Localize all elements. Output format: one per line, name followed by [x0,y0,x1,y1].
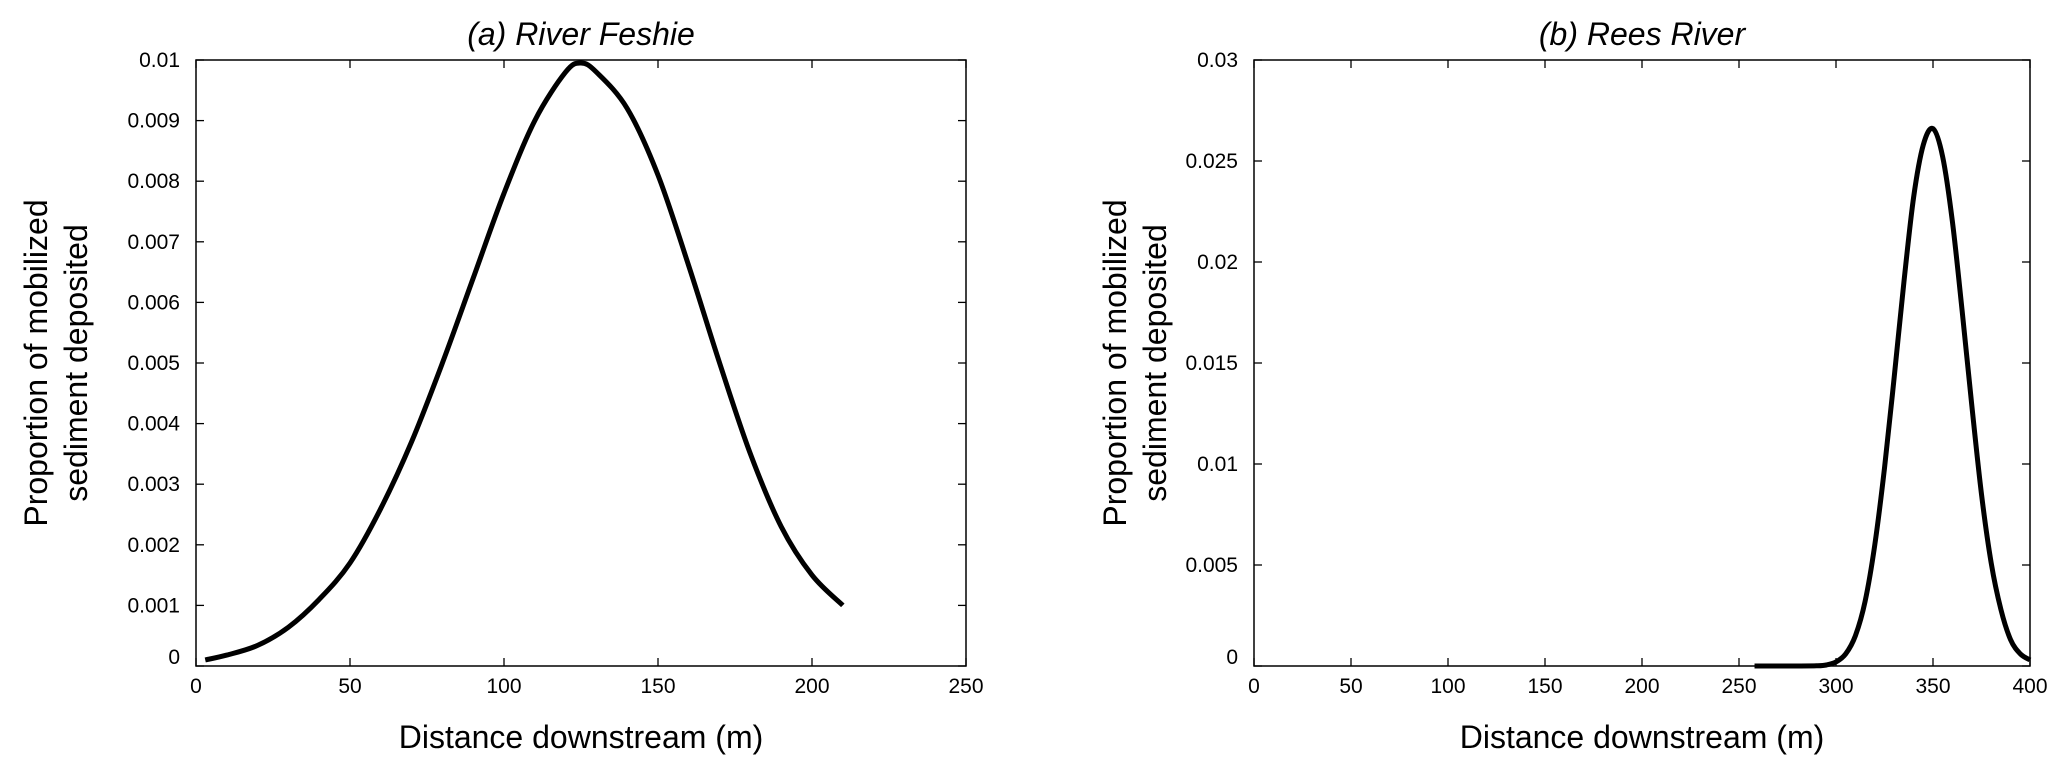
y-tick-label: 0.01 [139,49,180,72]
y-tick-label: 0.01 [1197,453,1238,476]
y-tick-label: 0.001 [127,594,180,617]
y-tick-label: 0.005 [127,352,180,375]
x-tick-label: 0 [1248,675,1260,698]
series-line-b [1754,125,2032,669]
x-tick-label: 50 [338,675,361,698]
panel-a: (a) River Feshie Distance downstream (m)… [18,16,984,755]
y-axis-title-a-line2: sediment deposited [58,224,94,502]
x-tick-label: 200 [1624,675,1659,698]
y-tick-label: 0 [1226,646,1238,669]
axis-ticks-a: 0 50 100 150 200 250 0 0.001 0.002 0.003 0.004 0.00… [127,49,983,698]
x-axis-title-a: Distance downstream (m) [399,719,764,755]
x-tick-label: 350 [1915,675,1950,698]
y-axis-title-b-line2: sediment deposited [1137,224,1173,502]
chart-title-a: (a) River Feshie [467,16,695,52]
y-axis-title-b-line1: Proportion of mobilized [1097,199,1133,526]
y-tick-label: 0.025 [1185,150,1238,173]
axis-ticks-b: 0 50 100 150 200 250 300 350 400 0 0.005 0.01 0.015 0… [1185,49,2047,698]
y-tick-label: 0.002 [127,534,180,557]
x-tick-label: 100 [486,675,521,698]
panel-b: (b) Rees River Distance downstream (m) P… [1097,16,2048,755]
x-tick-label: 100 [1430,675,1465,698]
x-tick-label: 200 [794,675,829,698]
x-tick-label: 50 [1339,675,1362,698]
y-tick-label: 0.02 [1197,251,1238,274]
y-tick-label: 0.006 [127,291,180,314]
x-tick-label: 150 [1527,675,1562,698]
y-tick-label: 0.03 [1197,49,1238,72]
y-tick-label: 0.008 [127,170,180,193]
y-tick-label: 0.007 [127,231,180,254]
y-tick-label: 0.015 [1185,352,1238,375]
x-tick-label: 250 [948,675,983,698]
y-tick-label: 0.004 [127,413,180,436]
y-tick-label: 0.005 [1185,554,1238,577]
y-tick-label: 0.009 [127,110,180,133]
y-tick-label: 0.003 [127,473,180,496]
x-tick-label: 150 [640,675,675,698]
y-axis-title-a-line1: Proportion of mobilized [18,199,54,526]
series-line-a [204,60,845,663]
x-tick-label: 300 [1818,675,1853,698]
chart-title-b: (b) Rees River [1539,16,1747,52]
x-tick-label: 250 [1721,675,1756,698]
x-tick-label: 0 [190,675,202,698]
y-tick-label: 0 [168,646,180,669]
plot-frame-a [195,59,967,667]
plot-frame-b [1253,59,2031,667]
x-axis-title-b: Distance downstream (m) [1460,719,1825,755]
x-tick-label: 400 [2012,675,2047,698]
